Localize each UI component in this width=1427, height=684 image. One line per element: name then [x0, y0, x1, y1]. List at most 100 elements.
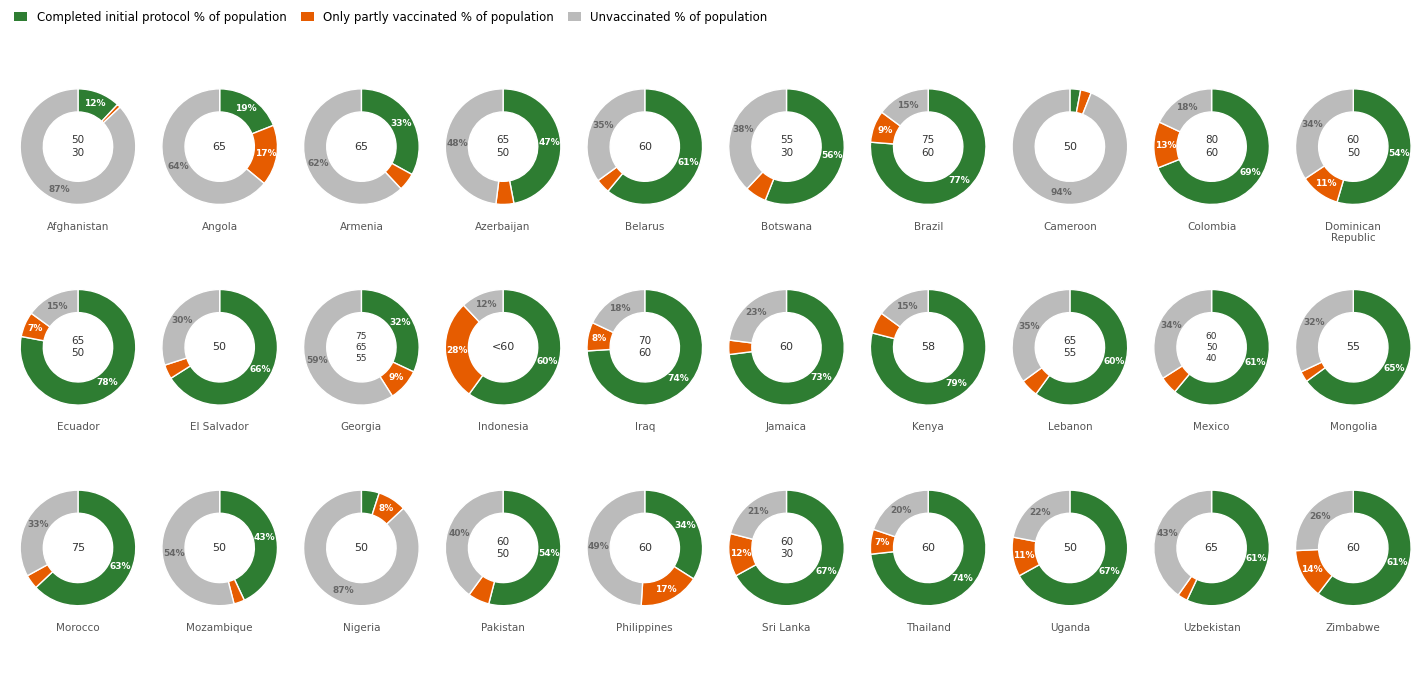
Wedge shape [31, 289, 78, 327]
Text: 54%: 54% [1388, 148, 1410, 158]
Wedge shape [1019, 490, 1127, 606]
Wedge shape [445, 89, 504, 204]
Wedge shape [20, 89, 136, 205]
Wedge shape [171, 289, 277, 405]
Text: Cameroon: Cameroon [1043, 222, 1097, 232]
Wedge shape [1076, 90, 1092, 114]
Wedge shape [1036, 289, 1127, 405]
Text: Afghanistan: Afghanistan [47, 222, 110, 232]
Text: 20%: 20% [890, 506, 912, 515]
Text: Pakistan: Pakistan [481, 623, 525, 633]
Text: Mexico: Mexico [1193, 422, 1230, 432]
Text: <60: <60 [491, 342, 515, 352]
Wedge shape [729, 534, 756, 576]
Text: Kenya: Kenya [912, 422, 945, 432]
Wedge shape [101, 105, 120, 123]
Text: 12%: 12% [475, 300, 497, 308]
Text: 17%: 17% [655, 585, 676, 594]
Wedge shape [731, 490, 786, 539]
Text: 7%: 7% [875, 538, 890, 547]
Text: 8%: 8% [592, 334, 606, 343]
Text: 74%: 74% [668, 374, 689, 384]
Text: Jamaica: Jamaica [766, 422, 808, 432]
Wedge shape [729, 89, 786, 189]
Legend: Completed initial protocol % of population, Only partly vaccinated % of populati: Completed initial protocol % of populati… [13, 10, 769, 25]
Text: 69%: 69% [1239, 168, 1260, 177]
Wedge shape [361, 289, 420, 372]
Text: 19%: 19% [235, 104, 257, 113]
Wedge shape [372, 493, 404, 524]
Text: 18%: 18% [1176, 103, 1197, 112]
Wedge shape [765, 89, 845, 205]
Wedge shape [1163, 366, 1190, 392]
Wedge shape [488, 490, 561, 606]
Text: 61%: 61% [1244, 358, 1266, 367]
Text: 8%: 8% [378, 504, 394, 514]
Text: 48%: 48% [447, 140, 468, 148]
Text: 35%: 35% [1017, 321, 1039, 331]
Text: 50: 50 [1063, 543, 1077, 553]
Text: 65: 65 [1204, 543, 1219, 553]
Text: 22%: 22% [1030, 508, 1052, 517]
Text: 43%: 43% [254, 534, 275, 542]
Text: 64%: 64% [167, 162, 188, 171]
Wedge shape [1154, 122, 1180, 168]
Text: 60: 60 [638, 543, 652, 553]
Wedge shape [20, 289, 136, 405]
Wedge shape [78, 89, 117, 121]
Text: 40%: 40% [448, 529, 469, 538]
Text: 63%: 63% [110, 562, 131, 570]
Text: 61%: 61% [1386, 558, 1408, 567]
Text: 65%: 65% [1384, 364, 1406, 373]
Wedge shape [586, 490, 645, 605]
Wedge shape [641, 566, 694, 606]
Wedge shape [729, 340, 752, 354]
Wedge shape [247, 125, 277, 183]
Wedge shape [445, 305, 482, 394]
Text: 49%: 49% [588, 542, 609, 551]
Wedge shape [20, 490, 78, 576]
Wedge shape [873, 490, 928, 537]
Text: 62%: 62% [308, 159, 330, 168]
Text: 9%: 9% [878, 126, 892, 135]
Wedge shape [1174, 289, 1270, 405]
Text: Azerbaijan: Azerbaijan [475, 222, 531, 232]
Wedge shape [1319, 490, 1411, 606]
Wedge shape [608, 89, 702, 205]
Text: 54%: 54% [538, 549, 559, 558]
Text: 65
50: 65 50 [71, 336, 84, 358]
Text: 66%: 66% [250, 365, 271, 374]
Text: 75: 75 [71, 543, 86, 553]
Text: 61%: 61% [1246, 553, 1267, 562]
Wedge shape [304, 89, 401, 205]
Wedge shape [598, 167, 622, 191]
Text: 15%: 15% [46, 302, 67, 311]
Wedge shape [161, 490, 234, 606]
Text: El Salvador: El Salvador [190, 422, 248, 432]
Text: 15%: 15% [896, 101, 918, 110]
Wedge shape [645, 490, 702, 579]
Text: 60: 60 [638, 142, 652, 152]
Text: 70
60: 70 60 [638, 336, 651, 358]
Wedge shape [729, 289, 845, 405]
Wedge shape [469, 289, 561, 405]
Text: 60: 60 [1346, 543, 1360, 553]
Text: 50: 50 [1063, 142, 1077, 152]
Wedge shape [220, 89, 274, 134]
Wedge shape [1307, 289, 1411, 405]
Wedge shape [870, 529, 895, 554]
Text: 50: 50 [354, 543, 368, 553]
Wedge shape [870, 112, 900, 144]
Text: 30%: 30% [171, 315, 193, 325]
Wedge shape [504, 89, 561, 203]
Text: 60%: 60% [1103, 357, 1124, 366]
Wedge shape [1187, 490, 1270, 606]
Wedge shape [361, 490, 380, 515]
Wedge shape [1012, 89, 1127, 205]
Wedge shape [220, 490, 277, 601]
Wedge shape [304, 490, 420, 606]
Text: Zimbabwe: Zimbabwe [1326, 623, 1381, 633]
Text: Belarus: Belarus [625, 222, 665, 232]
Text: 65: 65 [354, 142, 368, 152]
Wedge shape [380, 362, 414, 396]
